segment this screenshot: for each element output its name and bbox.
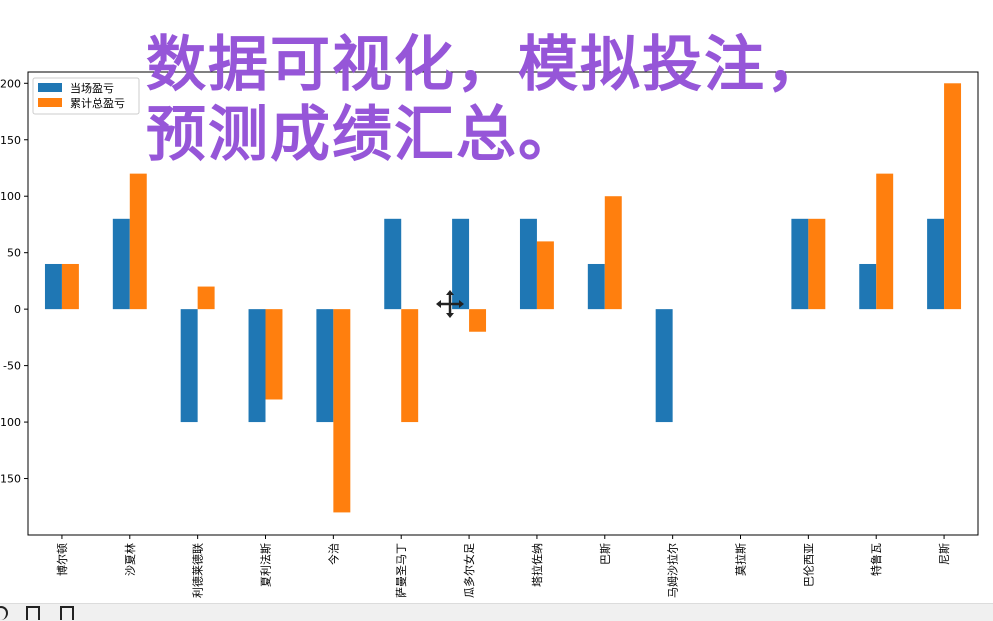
bar [587,263,605,310]
x-axis-ticks: 博尔顿 沙夏林 利德莱德联 夏利法斯 今治 萨曼圣马丁 瓜多尔女足 塔拉佐纳 巴斯 马姆沙拉尔 莫拉… [55,535,951,598]
x-tick-label: 莫拉斯 [734,543,748,576]
bar [927,218,945,310]
bar [604,196,622,310]
y-tick-label: 200 [0,77,21,90]
x-tick-label: 博尔顿 [55,543,69,576]
x-tick-label: 利德莱德联 [191,543,205,598]
x-tick-label: 尼斯 [938,543,951,565]
bar [536,241,554,310]
y-tick-label: 100 [0,190,21,203]
bar [316,309,334,423]
legend-label: 当场盈亏 [70,81,114,95]
x-tick-label: 特鲁瓦 [869,543,883,576]
bar [791,218,809,310]
y-tick-label: 100 [0,416,21,429]
overlay-caption: 数据可视化，模拟投注， 预测成绩汇总。 [146,30,966,170]
bar [469,309,487,332]
x-tick-label: 沙夏林 [123,543,137,576]
plot-axes [27,71,979,536]
bar [44,263,62,310]
y-axis-ticks: 150 100 -50 0 50 100 150 200 [0,77,28,486]
bar [333,309,351,513]
x-tick-label: 夏利法斯 [259,543,273,587]
bar [808,218,826,310]
configure-icon[interactable] [26,606,40,620]
y-tick-label: 0 [14,303,21,316]
bar [859,263,877,310]
plot-frame [27,71,979,536]
bar [61,263,79,310]
y-tick-label: 50 [7,247,21,260]
bar [248,309,266,423]
legend-swatch [38,98,62,107]
figure-toolbar [0,603,993,621]
y-tick-label: 150 [0,134,21,147]
x-tick-label: 马姆沙拉尔 [666,543,680,598]
bar [197,286,215,310]
x-tick-label: 巴斯 [599,543,612,565]
bar [265,309,283,400]
bar [401,309,419,423]
y-tick-label: 150 [0,473,21,486]
bar [944,83,962,310]
bar [180,309,198,423]
zoom-icon[interactable] [0,606,8,620]
bars [44,83,962,513]
move-cursor-icon [436,290,464,318]
x-tick-label: 萨曼圣马丁 [395,543,408,598]
save-icon[interactable] [60,606,74,620]
bar [519,218,537,310]
x-tick-label: 瓜多尔女足 [462,543,476,598]
x-tick-label: 塔拉佐纳 [530,543,544,587]
overlay-caption-line2: 预测成绩汇总。 [146,100,580,170]
legend-swatch [38,83,62,92]
x-tick-label: 巴伦西亚 [801,543,815,587]
bar [655,309,673,423]
bar [384,218,402,310]
legend-label: 累计总盈亏 [70,96,125,110]
bar [452,218,470,310]
y-tick-label: -50 [3,360,21,373]
x-tick-label: 今治 [326,543,340,565]
overlay-caption-line1: 数据可视化，模拟投注， [146,30,828,100]
bar [112,218,130,310]
bar [129,173,147,310]
bar [876,173,894,310]
